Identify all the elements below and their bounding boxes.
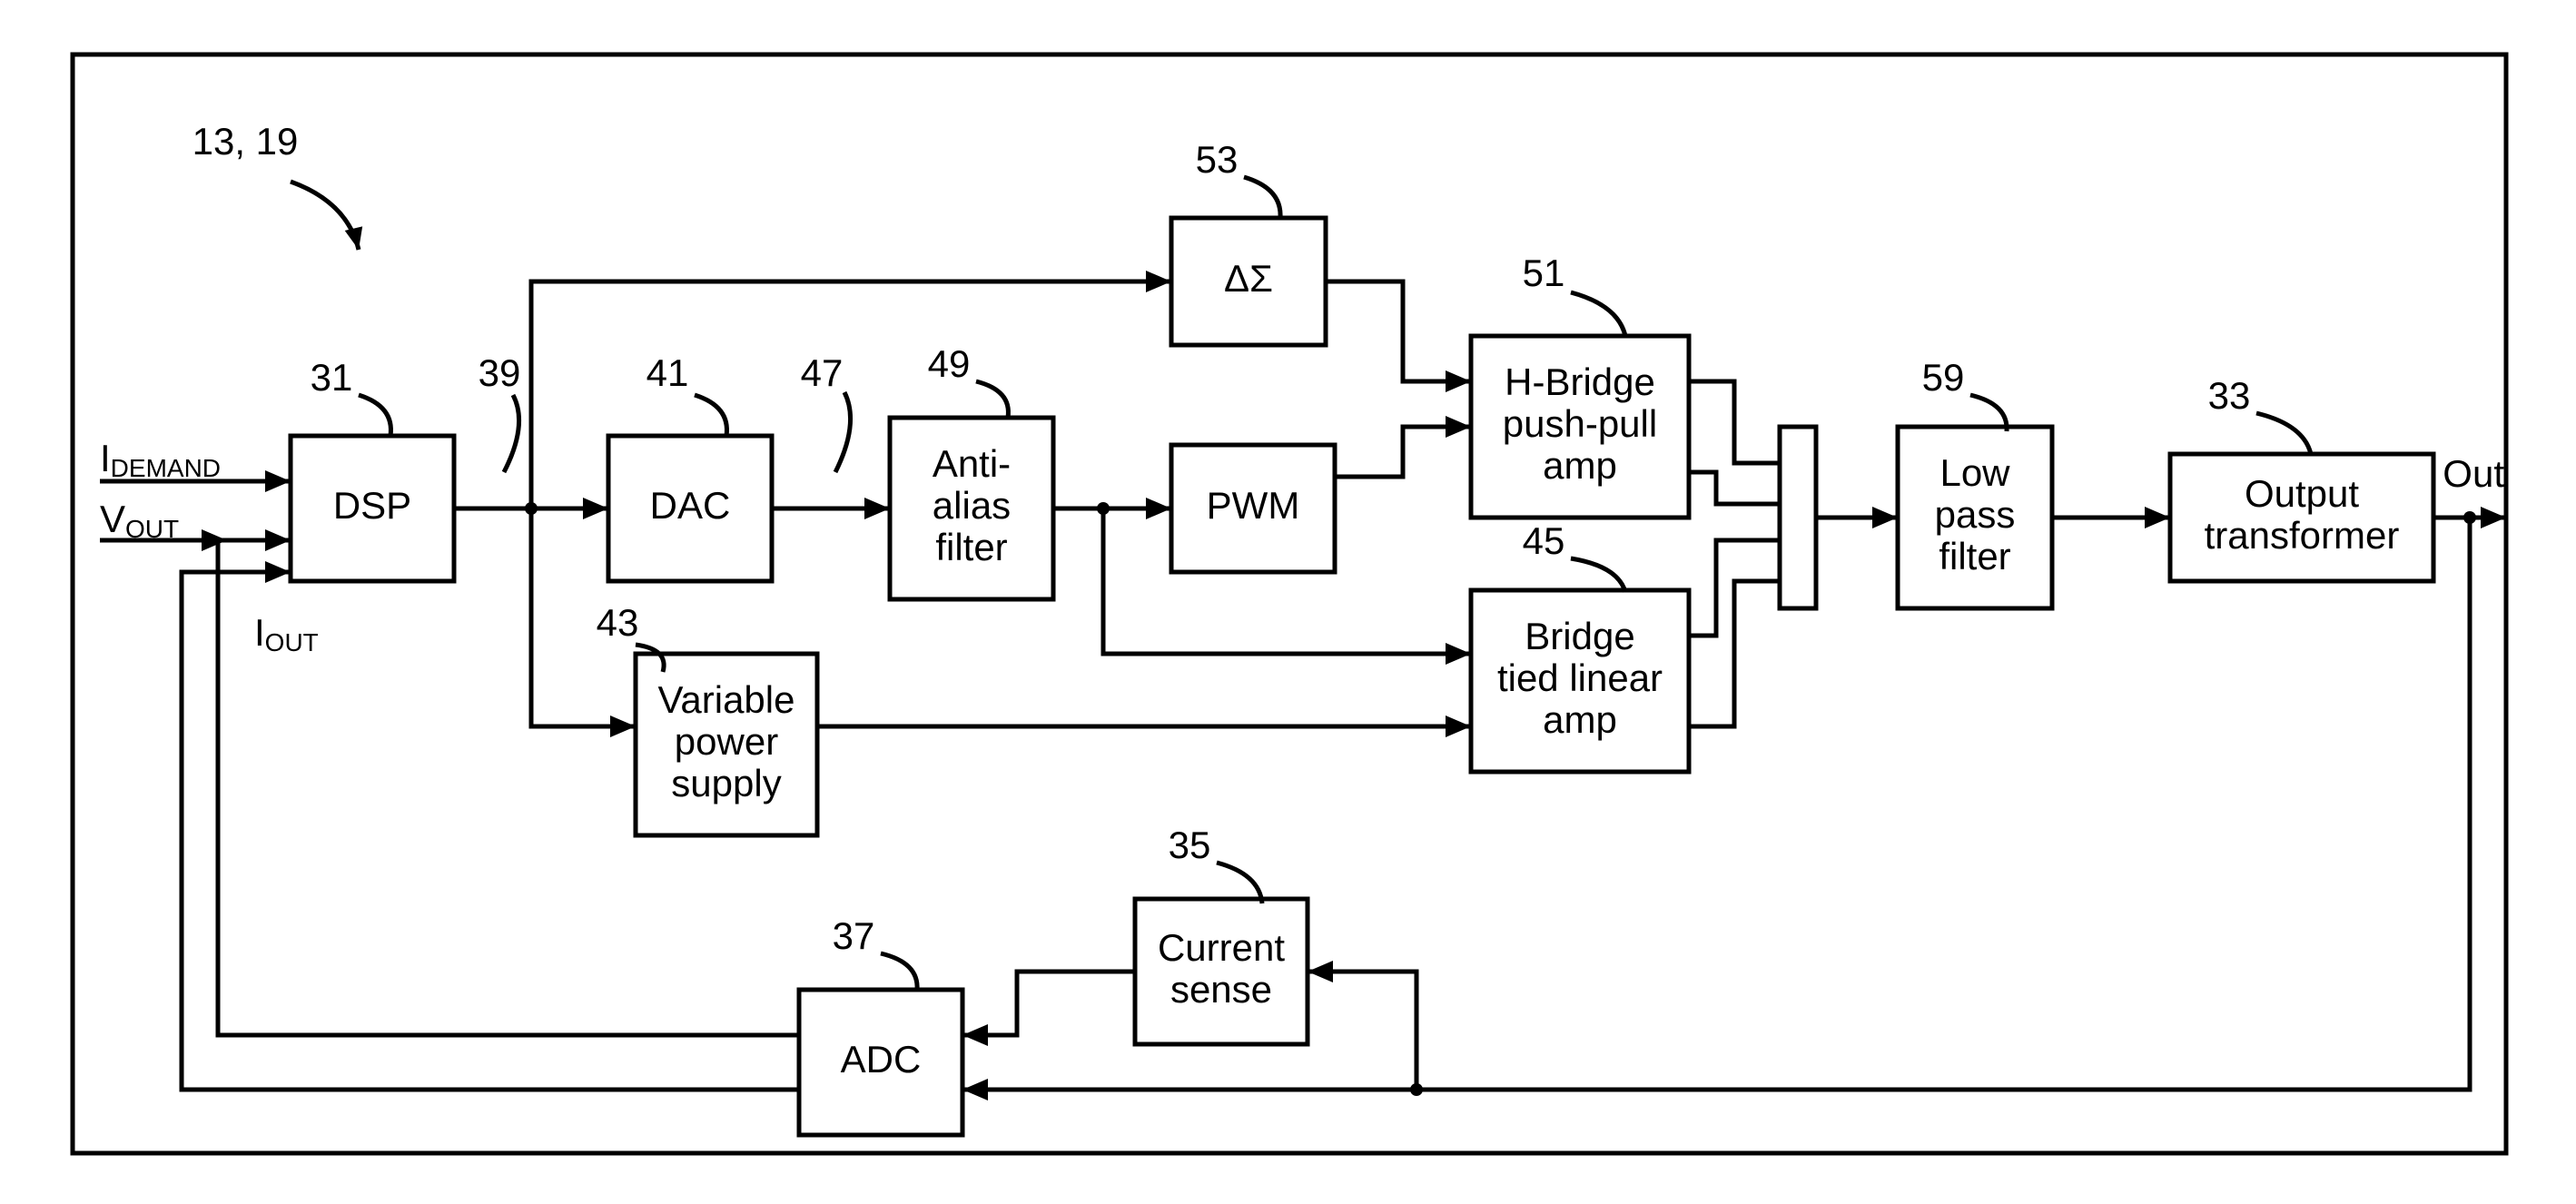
svg-text:amp: amp — [1543, 444, 1617, 487]
ref-33: 33 — [2208, 374, 2251, 417]
svg-text:PWM: PWM — [1207, 484, 1300, 527]
svg-text:tied linear: tied linear — [1497, 656, 1663, 699]
ref-31: 31 — [311, 356, 353, 399]
ref-51: 51 — [1523, 252, 1565, 294]
svg-text:push-pull: push-pull — [1503, 402, 1657, 445]
svg-text:H-Bridge: H-Bridge — [1505, 360, 1655, 403]
ref-37: 37 — [833, 914, 875, 957]
svg-text:ΔΣ: ΔΣ — [1224, 257, 1273, 300]
ref-53: 53 — [1196, 138, 1239, 181]
label-out: Out — [2443, 452, 2504, 495]
svg-text:DAC: DAC — [650, 484, 731, 527]
ref-45: 45 — [1523, 519, 1565, 562]
selector-bar — [1780, 427, 1816, 608]
svg-text:Current: Current — [1158, 926, 1285, 969]
svg-text:supply: supply — [671, 762, 781, 804]
label-v-out: VOUT — [100, 498, 179, 543]
svg-text:pass: pass — [1935, 493, 2016, 536]
figure-ref: 13, 19 — [192, 120, 299, 163]
svg-text:filter: filter — [935, 526, 1007, 568]
label-i-out: IOUT — [254, 611, 319, 656]
svg-text:Low: Low — [1939, 451, 2010, 494]
ref-43: 43 — [597, 601, 639, 644]
svg-text:ADC: ADC — [841, 1038, 922, 1081]
ref-59: 59 — [1922, 356, 1965, 399]
label-i-demand: IDEMAND — [100, 437, 221, 482]
ref-35: 35 — [1169, 824, 1211, 866]
svg-text:amp: amp — [1543, 698, 1617, 741]
svg-text:filter: filter — [1939, 535, 2010, 577]
ref-41: 41 — [646, 351, 689, 394]
svg-text:Bridge: Bridge — [1525, 615, 1634, 657]
ref-49: 49 — [928, 342, 971, 385]
svg-text:Variable: Variable — [658, 678, 795, 721]
svg-text:Anti-: Anti- — [933, 442, 1011, 485]
ref-39: 39 — [479, 351, 521, 394]
svg-text:transformer: transformer — [2205, 514, 2400, 557]
ref-47: 47 — [801, 351, 844, 394]
svg-text:power: power — [675, 720, 778, 763]
svg-text:DSP: DSP — [333, 484, 411, 527]
svg-text:alias: alias — [933, 484, 1011, 527]
svg-text:sense: sense — [1170, 968, 1272, 1011]
svg-text:Output: Output — [2245, 472, 2359, 515]
